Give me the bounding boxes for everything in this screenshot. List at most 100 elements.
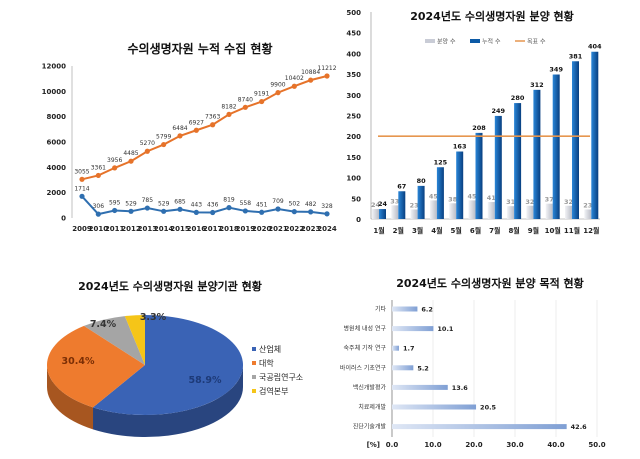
x-tick-label: 30.0 xyxy=(506,441,523,449)
legend-swatch xyxy=(252,347,256,351)
data-label: 10884 xyxy=(301,69,320,76)
data-point xyxy=(193,209,199,215)
bar-label-cumulative: 24 xyxy=(378,200,388,208)
x-tick-label: 12월 xyxy=(583,226,599,235)
data-label: 1714 xyxy=(74,185,89,192)
data-point xyxy=(275,90,281,96)
data-label: 595 xyxy=(109,199,121,206)
y-tick-label: 500 xyxy=(346,9,361,17)
bar-monthly xyxy=(565,205,572,219)
x-tick-label: 0.0 xyxy=(386,441,399,449)
chart-title: 2024년도 수의생명자원 분양 현황 xyxy=(410,9,574,23)
bar-label-cumulative: 249 xyxy=(492,107,506,115)
data-point xyxy=(193,127,199,133)
x-tick-label: 2018 xyxy=(219,225,239,233)
bar-monthly xyxy=(545,203,553,219)
data-label: 685 xyxy=(174,198,186,205)
x-tick-label: 10월 xyxy=(545,226,561,235)
bar-value-label: 20.5 xyxy=(480,404,497,412)
bar-cumulative xyxy=(417,185,425,219)
legend-label: 국공립연구소 xyxy=(259,373,303,382)
data-label: 5799 xyxy=(156,134,171,141)
data-point xyxy=(95,211,101,217)
bar-label-monthly: 45 xyxy=(467,192,477,200)
data-label: 328 xyxy=(321,203,333,210)
y-tick-label: 6000 xyxy=(47,139,67,147)
bar-monthly xyxy=(391,205,399,219)
data-point xyxy=(95,172,101,179)
pie-slice xyxy=(93,315,243,415)
bar-label-cumulative: 404 xyxy=(588,43,602,51)
bar-label-monthly: 23 xyxy=(410,201,419,209)
category-label: 진단기술개발 xyxy=(353,423,387,431)
x-tick-label: 50.0 xyxy=(588,441,605,449)
data-point xyxy=(308,209,314,215)
category-label: 바이러스 기초연구 xyxy=(340,364,387,372)
x-tick-label: 4월 xyxy=(431,226,442,235)
category-label: 치료제개발 xyxy=(358,403,386,411)
data-point xyxy=(291,209,297,215)
data-label: 8740 xyxy=(238,96,253,103)
bar-label-monthly: 32 xyxy=(564,198,573,206)
x-tick-label: 6월 xyxy=(470,226,481,235)
x-tick-label: 3월 xyxy=(412,226,423,235)
pie-slice xyxy=(124,315,145,365)
bar-label-cumulative: 381 xyxy=(569,52,583,60)
bar-cumulative xyxy=(514,103,522,219)
bar-label-cumulative: 280 xyxy=(511,94,525,102)
chart-title: 2024년도 수의생명자원 분양 목적 현황 xyxy=(396,276,584,290)
x-tick-label: 2022 xyxy=(285,225,305,233)
y-tick-label: 12000 xyxy=(42,63,66,71)
data-label: 6927 xyxy=(189,119,204,126)
y-tick-label: 2000 xyxy=(47,189,67,197)
data-point xyxy=(259,98,265,105)
x-tick-label: 2023 xyxy=(301,225,321,233)
data-point xyxy=(324,73,330,79)
data-label: 482 xyxy=(305,201,317,208)
x-tick-label: 2020 xyxy=(252,225,272,233)
data-point xyxy=(242,104,248,110)
data-label: 436 xyxy=(207,201,219,208)
x-tick-label: 2011 xyxy=(105,225,125,233)
bar xyxy=(392,326,434,332)
data-point xyxy=(112,207,118,214)
series-line xyxy=(81,75,328,181)
data-label: 558 xyxy=(240,200,252,207)
bar xyxy=(392,424,567,430)
data-point xyxy=(226,111,232,117)
bar-label-cumulative: 349 xyxy=(549,66,563,74)
data-label: 3956 xyxy=(107,157,122,164)
data-point xyxy=(210,209,216,216)
data-point xyxy=(112,165,118,171)
bar xyxy=(392,345,399,351)
data-label: 785 xyxy=(142,197,154,204)
data-label: 306 xyxy=(93,203,105,210)
data-label: 6484 xyxy=(172,125,187,132)
data-point xyxy=(161,208,167,214)
legend-label: 대학 xyxy=(259,358,274,368)
data-label: 7363 xyxy=(205,114,220,121)
data-label: 529 xyxy=(125,200,137,207)
legend-label: 검역본부 xyxy=(259,386,288,396)
bar-value-label: 6.2 xyxy=(421,306,433,314)
data-point xyxy=(324,211,330,217)
bar-value-label: 10.1 xyxy=(437,325,454,333)
legend-label: 분양 수 xyxy=(437,38,456,46)
x-tick-label: 2019 xyxy=(236,225,256,233)
y-tick-label: 8000 xyxy=(47,113,67,121)
bar-label-cumulative: 80 xyxy=(417,177,427,185)
y-tick-label: 200 xyxy=(346,133,361,141)
category-label: 병원체 내성 연구 xyxy=(344,325,387,333)
bar-label-cumulative: 125 xyxy=(434,158,448,166)
bar-monthly xyxy=(584,209,592,219)
y-tick-label: 150 xyxy=(346,154,361,162)
legend-label: 산업체 xyxy=(259,344,281,354)
bar xyxy=(392,404,477,410)
data-label: 529 xyxy=(158,200,170,207)
bar-cumulative xyxy=(398,191,406,219)
bar-monthly xyxy=(449,203,457,219)
unit-label: [%] xyxy=(367,441,380,449)
bar-label-monthly: 23 xyxy=(583,201,592,209)
data-label: 9900 xyxy=(270,82,285,89)
